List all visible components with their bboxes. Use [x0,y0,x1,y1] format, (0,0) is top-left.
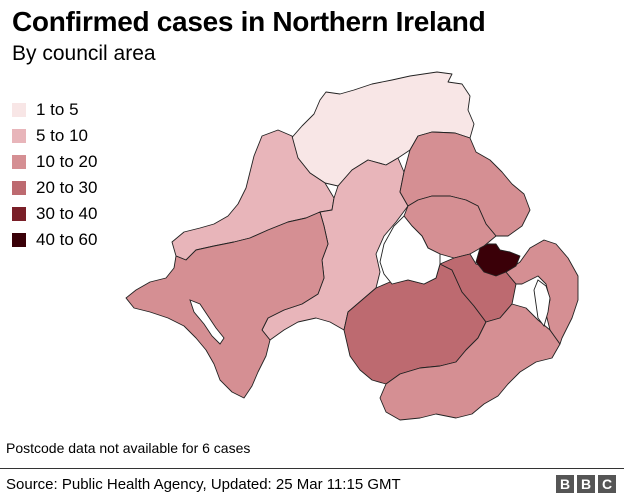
source-text: Source: Public Health Agency, Updated: 2… [6,476,401,493]
chart-title: Confirmed cases in Northern Ireland [12,6,486,37]
legend: 1 to 5 5 to 10 10 to 20 20 to 30 30 to 4… [12,97,97,253]
council-region [505,239,579,345]
legend-swatch [12,181,26,195]
strangford-lough [533,279,551,327]
legend-swatch [12,207,26,221]
legend-label: 30 to 40 [36,204,98,223]
legend-label: 20 to 30 [36,178,98,197]
council-region [125,211,329,399]
council-region [379,303,561,421]
council-region [475,243,521,277]
legend-swatch [12,155,26,169]
legend-item: 1 to 5 [12,97,97,123]
legend-label: 5 to 10 [36,126,88,145]
legend-item: 20 to 30 [12,175,97,201]
legend-label: 10 to 20 [36,152,98,171]
logo-letter: B [556,475,574,493]
footnote: Postcode data not available for 6 cases [6,440,251,456]
bbc-logo: B B C [556,475,616,493]
legend-label: 1 to 5 [36,100,79,119]
legend-swatch [12,103,26,117]
legend-item: 30 to 40 [12,201,97,227]
legend-swatch [12,233,26,247]
chart-subtitle: By council area [12,42,156,65]
lough-erne [189,299,225,345]
legend-item: 10 to 20 [12,149,97,175]
footer-divider [0,468,624,469]
legend-item: 40 to 60 [12,227,97,253]
logo-letter: C [598,475,616,493]
legend-label: 40 to 60 [36,230,98,249]
lough-neagh [379,215,441,285]
legend-swatch [12,129,26,143]
legend-item: 5 to 10 [12,123,97,149]
logo-letter: B [577,475,595,493]
